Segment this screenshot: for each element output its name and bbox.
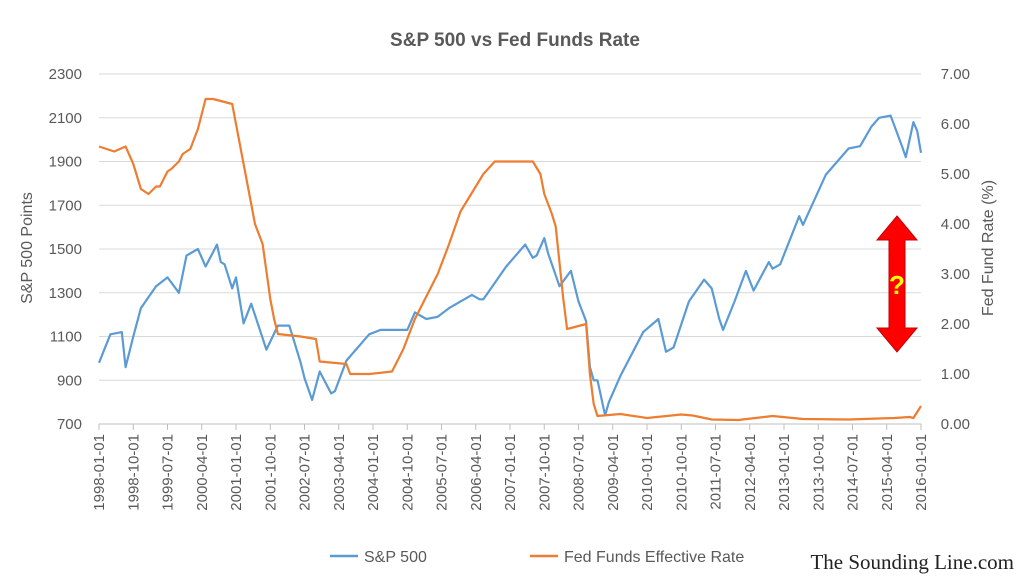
x-tick-label: 2002-07-01: [297, 434, 314, 511]
x-tick-label: 2001-10-01: [262, 434, 279, 511]
x-tick-label: 1998-01-01: [91, 434, 108, 511]
x-tick-label: 1999-07-01: [160, 434, 177, 511]
y2-axis-title: Fed Fund Rate (%): [980, 180, 997, 316]
series-line-s-p-500: [97, 114, 923, 417]
y2-tick-label: 5.00: [941, 166, 970, 183]
y-tick-label: 1700: [49, 197, 82, 214]
x-tick-label: 2012-04-01: [742, 434, 759, 511]
x-tick-label: 2007-01-01: [502, 434, 519, 511]
x-tick-label: 1998-10-01: [125, 434, 142, 511]
x-tick-label: 2013-01-01: [776, 434, 793, 511]
x-tick-label: 2009-04-01: [605, 434, 622, 511]
x-tick-label: 2008-07-01: [571, 434, 588, 511]
y2-tick-label: 2.00: [941, 316, 970, 333]
x-tick-label: 2010-01-01: [639, 434, 656, 511]
y-tick-label: 2100: [49, 110, 82, 127]
series-lines: [97, 97, 923, 422]
x-tick-label: 2004-10-01: [399, 434, 416, 511]
x-tick-label: 2011-07-01: [708, 434, 725, 510]
y-tick-label: 1300: [49, 285, 82, 302]
x-tick-label: 2010-10-01: [673, 434, 690, 511]
legend-label: Fed Funds Effective Rate: [564, 549, 744, 566]
double-arrow-icon: [875, 215, 919, 353]
chart-title: S&P 500 vs Fed Funds Rate: [390, 30, 640, 51]
legend-label: S&P 500: [364, 549, 427, 566]
x-tick-label: 2001-01-01: [228, 434, 245, 511]
question-mark: ?: [889, 270, 905, 300]
y-tick-label: 1900: [49, 154, 82, 171]
x-tick-label: 2015-04-01: [879, 434, 896, 511]
x-tick-label: 2007-10-01: [536, 434, 553, 511]
y-tick-label: 1500: [49, 241, 82, 258]
x-tick-label: 2014-07-01: [845, 434, 862, 511]
y-axis-left: 2300 2100 1900 1700 1500 1300 1100 900 700: [49, 66, 82, 433]
y2-tick-label: 7.00: [941, 66, 970, 83]
y-tick-label: 700: [57, 416, 82, 433]
watermark: The Sounding Line.com: [810, 550, 1014, 574]
y-tick-label: 1100: [50, 329, 82, 346]
x-axis: 1998-01-01 1998-10-01 1999-07-01 2000-04-01…: [91, 424, 930, 511]
x-tick-label: 2003-04-01: [331, 434, 348, 511]
y2-tick-label: 4.00: [941, 216, 970, 233]
series-line-fed-funds-effective-rate: [98, 97, 922, 422]
x-tick-label: 2004-01-01: [365, 434, 382, 511]
x-tick-label: 2013-10-01: [810, 434, 827, 511]
gridlines: [99, 73, 921, 425]
y-axis-title: S&P 500 Points: [19, 192, 36, 304]
annotation: ?: [875, 215, 919, 353]
y2-tick-label: 3.00: [941, 266, 970, 283]
y2-tick-label: 6.00: [941, 116, 970, 133]
y-axis-right: 7.00 6.00 5.00 4.00 3.00 2.00 1.00 0.00: [941, 66, 970, 433]
y-tick-label: 900: [57, 372, 82, 389]
y2-tick-label: 0.00: [941, 416, 970, 433]
y2-tick-label: 1.00: [941, 366, 970, 383]
legend: S&P 500 Fed Funds Effective Rate: [330, 549, 744, 566]
x-tick-label: 2006-04-01: [468, 434, 485, 511]
x-tick-label: 2016-01-01: [913, 434, 930, 511]
x-tick-label: 2005-07-01: [434, 434, 451, 511]
y-tick-label: 2300: [49, 66, 82, 83]
x-tick-label: 2000-04-01: [194, 434, 211, 511]
